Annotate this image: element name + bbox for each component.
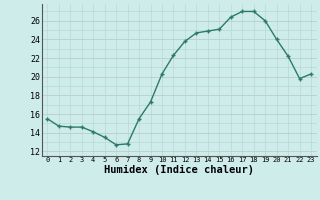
X-axis label: Humidex (Indice chaleur): Humidex (Indice chaleur): [104, 165, 254, 175]
